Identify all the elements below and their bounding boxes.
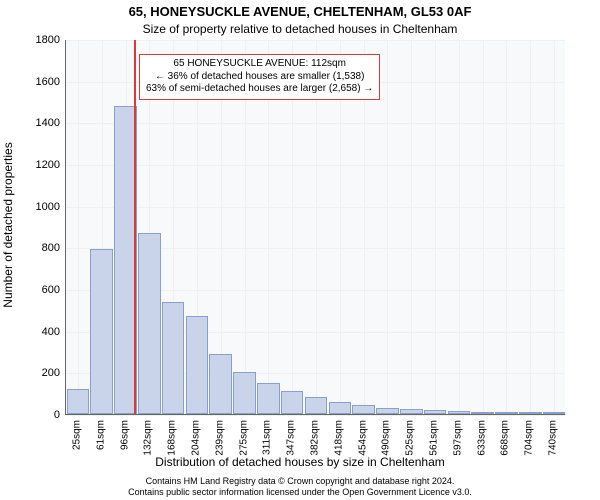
histogram-bar [305, 397, 328, 414]
x-tick-label: 704sqm [524, 420, 535, 456]
annotation-line: 63% of semi-detached houses are larger (… [146, 83, 373, 96]
chart-container: 65, HONEYSUCKLE AVENUE, CHELTENHAM, GL53… [0, 0, 600, 500]
x-tick-label: 525sqm [405, 420, 416, 456]
footer-attribution: Contains HM Land Registry data © Crown c… [0, 476, 600, 498]
y-tick-label: 1200 [20, 159, 60, 171]
x-tick-label: 418sqm [333, 420, 344, 456]
x-tick-label: 740sqm [548, 420, 559, 456]
histogram-bar [67, 389, 90, 414]
annotation-line: ← 36% of detached houses are smaller (1,… [146, 71, 373, 84]
histogram-bar [329, 402, 352, 415]
plot-area: 65 HONEYSUCKLE AVENUE: 112sqm← 36% of de… [65, 40, 565, 415]
chart-title-sub: Size of property relative to detached ho… [0, 22, 600, 36]
footer-line-2: Contains public sector information licen… [128, 487, 472, 497]
x-tick-label: 347sqm [286, 420, 297, 456]
gridline-v [387, 40, 388, 414]
footer-line-1: Contains HM Land Registry data © Crown c… [146, 476, 455, 486]
x-tick-label: 168sqm [167, 420, 178, 456]
x-tick-label: 668sqm [500, 420, 511, 456]
histogram-bar [281, 391, 304, 414]
y-tick-label: 1800 [20, 34, 60, 46]
gridline-v [506, 40, 507, 414]
histogram-bar [448, 411, 471, 414]
histogram-bar [543, 412, 566, 414]
histogram-bar [138, 233, 161, 414]
gridline-v [459, 40, 460, 414]
x-tick-label: 311sqm [262, 420, 273, 455]
gridline-v [483, 40, 484, 414]
gridline-v [530, 40, 531, 414]
histogram-bar [162, 302, 185, 415]
x-tick-label: 382sqm [310, 420, 321, 456]
x-tick-label: 490sqm [381, 420, 392, 456]
histogram-bar [424, 410, 447, 414]
histogram-bar [352, 405, 375, 414]
y-tick-label: 400 [20, 326, 60, 338]
histogram-bar [519, 412, 542, 414]
y-tick-label: 800 [20, 242, 60, 254]
gridline-v [435, 40, 436, 414]
x-tick-label: 61sqm [95, 420, 106, 450]
y-tick-label: 1000 [20, 201, 60, 213]
x-tick-label: 633sqm [476, 420, 487, 456]
chart-title-main: 65, HONEYSUCKLE AVENUE, CHELTENHAM, GL53… [0, 4, 600, 19]
x-tick-label: 597sqm [452, 420, 463, 456]
x-tick-label: 132sqm [143, 420, 154, 456]
histogram-bar [233, 372, 256, 414]
histogram-bar [257, 383, 280, 414]
annotation-line: 65 HONEYSUCKLE AVENUE: 112sqm [146, 58, 373, 71]
histogram-bar [186, 316, 209, 414]
gridline-v [78, 40, 79, 414]
x-tick-label: 454sqm [357, 420, 368, 456]
gridline-v [554, 40, 555, 414]
gridline-v [411, 40, 412, 414]
y-tick-label: 600 [20, 284, 60, 296]
annotation-callout: 65 HONEYSUCKLE AVENUE: 112sqm← 36% of de… [139, 54, 380, 100]
y-tick-label: 200 [20, 367, 60, 379]
y-axis-label: Number of detached properties [1, 142, 15, 307]
x-tick-label: 561sqm [429, 420, 440, 456]
x-tick-label: 275sqm [238, 420, 249, 456]
x-tick-label: 25sqm [71, 420, 82, 450]
histogram-bar [471, 412, 494, 414]
gridline-h [66, 415, 565, 416]
y-tick-label: 1400 [20, 117, 60, 129]
histogram-bar [400, 409, 423, 414]
x-tick-label: 204sqm [190, 420, 201, 456]
histogram-bar [376, 408, 399, 414]
x-axis-label: Distribution of detached houses by size … [0, 455, 600, 469]
property-marker-line [134, 40, 136, 414]
histogram-bar [209, 354, 232, 414]
y-tick-label: 1600 [20, 76, 60, 88]
histogram-bar [495, 412, 518, 414]
x-tick-label: 96sqm [119, 420, 130, 450]
y-tick-label: 0 [20, 409, 60, 421]
histogram-bar [90, 249, 113, 414]
x-tick-label: 239sqm [214, 420, 225, 456]
